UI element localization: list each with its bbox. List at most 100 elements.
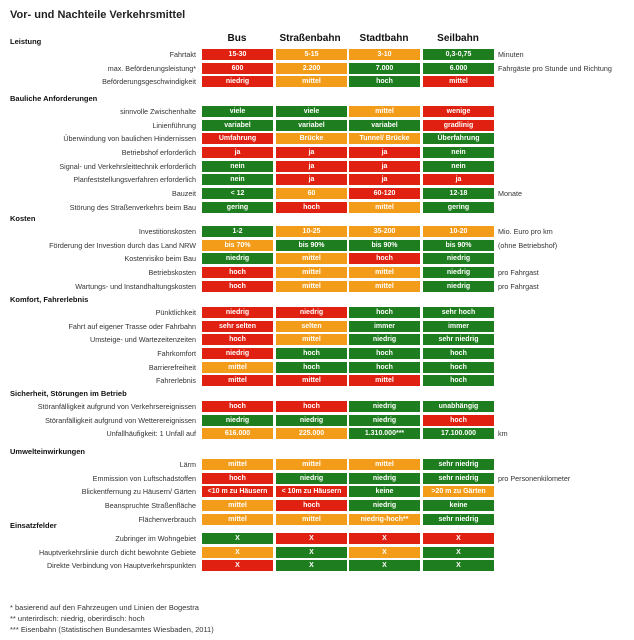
rating-cell: 15-30 bbox=[202, 49, 273, 60]
footnotes: * basierend auf den Fahrzeugen und Linie… bbox=[10, 602, 214, 635]
row-label: Wartungs- und Instandhaltungskosten bbox=[75, 281, 196, 291]
rating-cell: unabhängig bbox=[423, 401, 494, 412]
rating-cell: 225.000 bbox=[276, 428, 347, 440]
section-heading: Komfort, Fahrerlebnis bbox=[10, 295, 89, 304]
row-label: Planfeststellungsverfahren erforderlich bbox=[73, 175, 196, 185]
row-label: Emmission von Luftschadstoffen bbox=[92, 473, 196, 483]
rating-cell: mittel bbox=[202, 361, 273, 373]
rating-cell: mittel bbox=[349, 266, 420, 278]
rating-cell: Tunnel/ Brücke bbox=[349, 133, 420, 145]
rating-cell: hoch bbox=[349, 347, 420, 359]
rating-cell: 35-200 bbox=[349, 226, 420, 237]
rating-cell: ja bbox=[202, 146, 273, 158]
rating-cell: nein bbox=[202, 174, 273, 186]
row-label: Barrierefreiheit bbox=[148, 362, 196, 372]
rating-cell: X bbox=[349, 546, 420, 558]
rating-cell: niedrig bbox=[202, 76, 273, 88]
rating-cell: hoch bbox=[349, 253, 420, 265]
unit-note: pro Fahrgast bbox=[498, 281, 539, 291]
rating-cell: X bbox=[423, 546, 494, 558]
rating-cell: 5-15 bbox=[276, 49, 347, 60]
rating-cell: 0,3-0,75 bbox=[423, 49, 494, 60]
row-label: Beanspruchte Straßenfläche bbox=[104, 500, 196, 510]
rating-cell: mittel bbox=[349, 459, 420, 470]
rating-cell: 60 bbox=[276, 187, 347, 199]
rating-cell: X bbox=[202, 560, 273, 572]
rating-cell: bis 90% bbox=[276, 239, 347, 251]
section-heading: Sicherheit, Störungen im Betrieb bbox=[10, 389, 127, 398]
rating-cell: variabel bbox=[202, 119, 273, 131]
footnote: *** Eisenbahn (Statistischen Bundesamtes… bbox=[10, 625, 214, 634]
rating-cell: hoch bbox=[202, 334, 273, 346]
rating-cell: 1-2 bbox=[202, 226, 273, 237]
row-label: max. Beförderungsleistung* bbox=[107, 63, 196, 73]
rating-cell: Brücke bbox=[276, 133, 347, 145]
rating-cell: 10-25 bbox=[276, 226, 347, 237]
section-heading: Kosten bbox=[10, 214, 36, 223]
rating-cell: niedrig bbox=[423, 266, 494, 278]
rating-cell: selten bbox=[276, 320, 347, 332]
page-title: Vor- und Nachteile Verkehrsmittel bbox=[10, 9, 186, 21]
rating-cell: hoch bbox=[276, 347, 347, 359]
row-label: Fahrtakt bbox=[169, 50, 196, 59]
rating-cell: immer bbox=[349, 320, 420, 332]
row-label: Investitionskosten bbox=[138, 227, 196, 236]
row-label: Flächenverbrauch bbox=[138, 514, 196, 524]
section-heading: Umwelteinwirkungen bbox=[10, 447, 86, 456]
section-heading: Bauliche Anforderungen bbox=[10, 94, 98, 103]
rating-cell: Umfahrung bbox=[202, 133, 273, 145]
rating-cell: Überfahrung bbox=[423, 133, 494, 145]
rating-cell: 2.200 bbox=[276, 62, 347, 74]
rating-cell: X bbox=[423, 560, 494, 572]
rating-cell: hoch bbox=[276, 361, 347, 373]
rating-cell: mittel bbox=[349, 280, 420, 292]
rating-cell: keine bbox=[349, 486, 420, 498]
rating-cell: hoch bbox=[202, 401, 273, 412]
rating-cell: X bbox=[202, 533, 273, 544]
rating-cell: ja bbox=[349, 160, 420, 172]
rating-cell: hoch bbox=[423, 375, 494, 387]
row-label: Betriebskosten bbox=[148, 267, 196, 277]
rating-cell: 10-20 bbox=[423, 226, 494, 237]
rating-cell: mittel bbox=[276, 253, 347, 265]
rating-cell: X bbox=[276, 546, 347, 558]
rating-cell: 1.310.000*** bbox=[349, 428, 420, 440]
rating-cell: niedrig bbox=[423, 280, 494, 292]
rating-cell: niedrig bbox=[276, 472, 347, 484]
rating-cell: sehr niedrig bbox=[423, 513, 494, 525]
row-label: Unfallhäufigkeit: 1 Unfall auf bbox=[106, 429, 197, 439]
unit-note: pro Personenkilometer bbox=[498, 473, 571, 483]
rating-cell: hoch bbox=[276, 201, 347, 213]
rating-cell: X bbox=[202, 546, 273, 558]
rating-cell: niedrig bbox=[202, 414, 273, 426]
rating-cell: hoch bbox=[349, 76, 420, 88]
rating-cell: niedrig bbox=[202, 253, 273, 265]
rating-cell: 6.000 bbox=[423, 62, 494, 74]
footnote: ** unterirdisch: niedrig, oberirdisch: h… bbox=[10, 614, 145, 623]
rating-cell: hoch bbox=[276, 499, 347, 511]
row-label: Störanfälligkeit aufgrund von Wettererei… bbox=[45, 415, 196, 425]
rating-cell: viele bbox=[276, 106, 347, 117]
rating-cell: nein bbox=[202, 160, 273, 172]
rating-cell: bis 90% bbox=[423, 239, 494, 251]
rating-cell: niedrig bbox=[349, 334, 420, 346]
rating-cell: nein bbox=[423, 160, 494, 172]
rating-cell: niedrig bbox=[349, 472, 420, 484]
rating-cell: bis 90% bbox=[349, 239, 420, 251]
rating-cell: sehr niedrig bbox=[423, 472, 494, 484]
rating-cell: mittel bbox=[276, 280, 347, 292]
rating-cell: niedrig bbox=[349, 414, 420, 426]
rating-cell: sehr niedrig bbox=[423, 459, 494, 470]
row-label: Betriebshof erforderlich bbox=[121, 147, 196, 157]
rating-cell: sehr hoch bbox=[423, 307, 494, 318]
rating-cell: 12-18 bbox=[423, 187, 494, 199]
row-label: Pünktlichkeit bbox=[155, 308, 196, 317]
rating-cell: hoch bbox=[202, 472, 273, 484]
row-label: Direkte Verbindung von Hauptverkehrspunk… bbox=[46, 561, 196, 571]
row-label: sinnvolle Zwischenhalte bbox=[120, 107, 196, 116]
rating-cell: wenige bbox=[423, 106, 494, 117]
column-header-stadtbahn: Stadtbahn bbox=[359, 33, 409, 44]
rating-cell: immer bbox=[423, 320, 494, 332]
row-label: Zubringer im Wohngebiet bbox=[115, 534, 196, 543]
rating-cell: 7.000 bbox=[349, 62, 420, 74]
